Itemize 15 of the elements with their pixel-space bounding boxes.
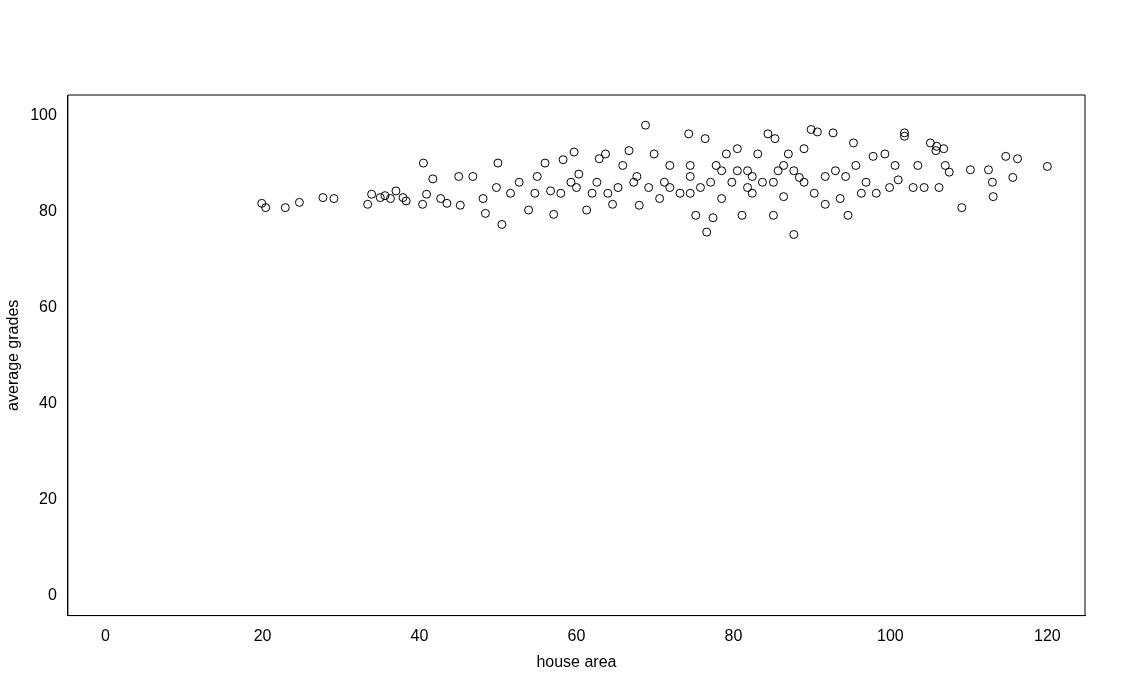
x-axis-title: house area bbox=[536, 652, 617, 670]
y-tick-label: 80 bbox=[39, 202, 57, 220]
x-tick-label: 100 bbox=[877, 626, 904, 644]
x-tick-label: 20 bbox=[253, 626, 272, 644]
y-tick-label: 60 bbox=[39, 298, 57, 316]
y-tick-label: 100 bbox=[30, 106, 57, 124]
x-tick-label: 0 bbox=[101, 626, 111, 644]
x-tick-label: 60 bbox=[567, 626, 586, 644]
y-axis-title: average grades bbox=[4, 299, 22, 411]
x-tick-label: 40 bbox=[410, 626, 429, 644]
y-tick-label: 40 bbox=[39, 394, 57, 412]
y-tick-label: 20 bbox=[39, 490, 57, 507]
x-tick-label: 120 bbox=[1033, 626, 1061, 644]
x-tick-label: 80 bbox=[724, 626, 743, 644]
y-tick-label: 0 bbox=[47, 585, 57, 603]
